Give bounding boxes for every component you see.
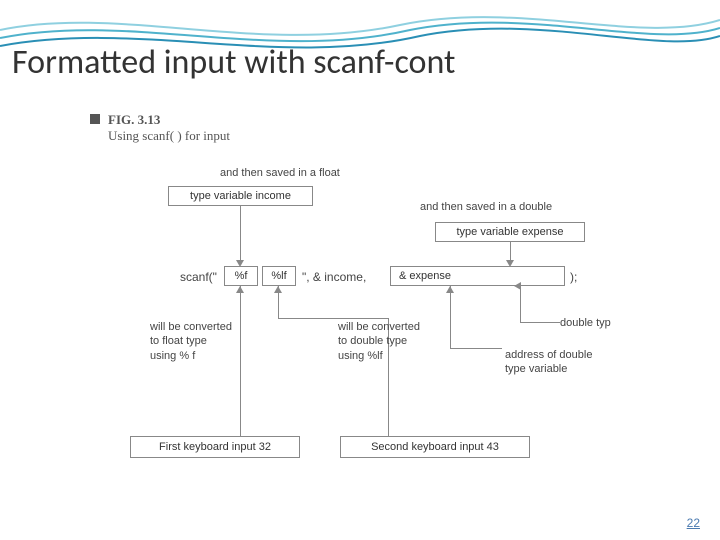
- box-fmt-lf: %lf: [262, 266, 296, 286]
- page-number: 22: [687, 516, 700, 530]
- line-addr-v: [450, 286, 451, 348]
- fig-bullet: [90, 114, 100, 124]
- line-lf-horiz: [278, 318, 388, 319]
- arrow-fmt-f-up: [236, 286, 244, 293]
- label-saved-float: and then saved in a float: [220, 166, 340, 180]
- line-addr-h: [450, 348, 502, 349]
- line-expense-down: [510, 242, 511, 262]
- fig-caption: Using scanf( ) for input: [108, 128, 230, 144]
- fig-number: FIG. 3.13: [108, 112, 160, 128]
- arrow-addr-up: [446, 286, 454, 293]
- box-fmt-f: %f: [224, 266, 258, 286]
- label-conv-double: will be converted to double type using %…: [338, 320, 420, 363]
- line-doubletyp-h: [520, 322, 560, 323]
- label-addr-double: address of double type variable: [505, 348, 592, 377]
- box-first-kb: First keyboard input 32: [130, 436, 300, 458]
- scanf-mid: ", & income,: [302, 270, 366, 286]
- page-title: Formatted input with scanf-cont: [12, 42, 455, 83]
- line-doubletyp-v: [520, 286, 521, 322]
- box-second-kb: Second keyboard input 43: [340, 436, 530, 458]
- scanf-end: );: [570, 270, 577, 286]
- label-double-typ: double typ: [560, 316, 611, 330]
- label-saved-double: and then saved in a double: [420, 200, 552, 214]
- arrow-doubletyp: [514, 282, 521, 290]
- box-arg-expense: & expense: [390, 266, 565, 286]
- diagram-area: FIG. 3.13 Using scanf( ) for input and t…: [90, 110, 650, 500]
- scanf-text: scanf(": [180, 270, 217, 286]
- arrow-fmt-lf-up: [274, 286, 282, 293]
- label-conv-float: will be converted to float type using % …: [150, 320, 232, 363]
- line-income-down: [240, 206, 241, 262]
- box-type-income: type variable income: [168, 186, 313, 206]
- box-type-expense: type variable expense: [435, 222, 585, 242]
- line-fmt-f-up: [240, 286, 241, 436]
